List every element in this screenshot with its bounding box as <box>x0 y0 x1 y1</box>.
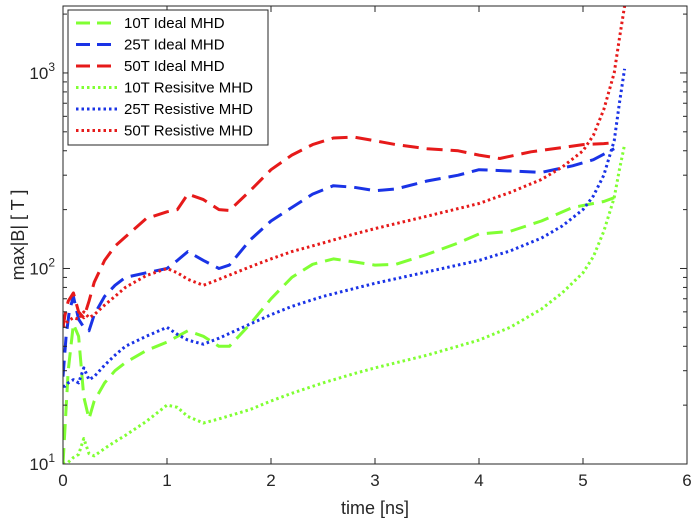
legend-label-25t-ideal-mhd: 25T Ideal MHD <box>124 37 225 54</box>
x-tick-label: 6 <box>682 471 691 490</box>
legend-label-50t-ideal-mhd: 50T Ideal MHD <box>124 58 225 75</box>
series-line-50t-resistive-mhd <box>63 6 627 329</box>
y-tick-label: 103 <box>29 60 55 83</box>
x-tick-label: 2 <box>266 471 275 490</box>
x-tick-label: 0 <box>58 471 67 490</box>
y-axis-label: max|B| [ T ] <box>8 190 28 281</box>
y-tick-label: 101 <box>29 451 55 474</box>
x-tick-label: 1 <box>162 471 171 490</box>
legend-label-50t-resistive-mhd: 50T Resistive MHD <box>124 123 253 140</box>
y-tick-label: 102 <box>29 255 55 278</box>
series-line-10t-ideal-mhd <box>63 196 615 464</box>
legend: 10T Ideal MHD 25T Ideal MHD 50T Ideal MHD 1… <box>67 9 269 146</box>
series-line-25t-ideal-mhd <box>63 147 615 377</box>
x-tick-label: 3 <box>370 471 379 490</box>
x-axis-label: time [ns] <box>341 498 409 518</box>
series-layer <box>63 6 627 464</box>
legend-label-25t-resistive-mhd: 25T Resistive MHD <box>124 101 253 118</box>
ticks-layer: 0 1 2 3 4 5 6 101 102 103 <box>29 6 692 490</box>
x-tick-label: 4 <box>474 471 483 490</box>
series-line-10t-resisitve-mhd <box>63 144 627 464</box>
legend-label-10t-ideal-mhd: 10T Ideal MHD <box>124 15 225 32</box>
series-line-50t-ideal-mhd <box>63 135 615 328</box>
legend-box <box>67 9 269 146</box>
legend-label-10t-resisitve-mhd: 10T Resisitve MHD <box>124 80 253 97</box>
x-tick-label: 5 <box>578 471 587 490</box>
